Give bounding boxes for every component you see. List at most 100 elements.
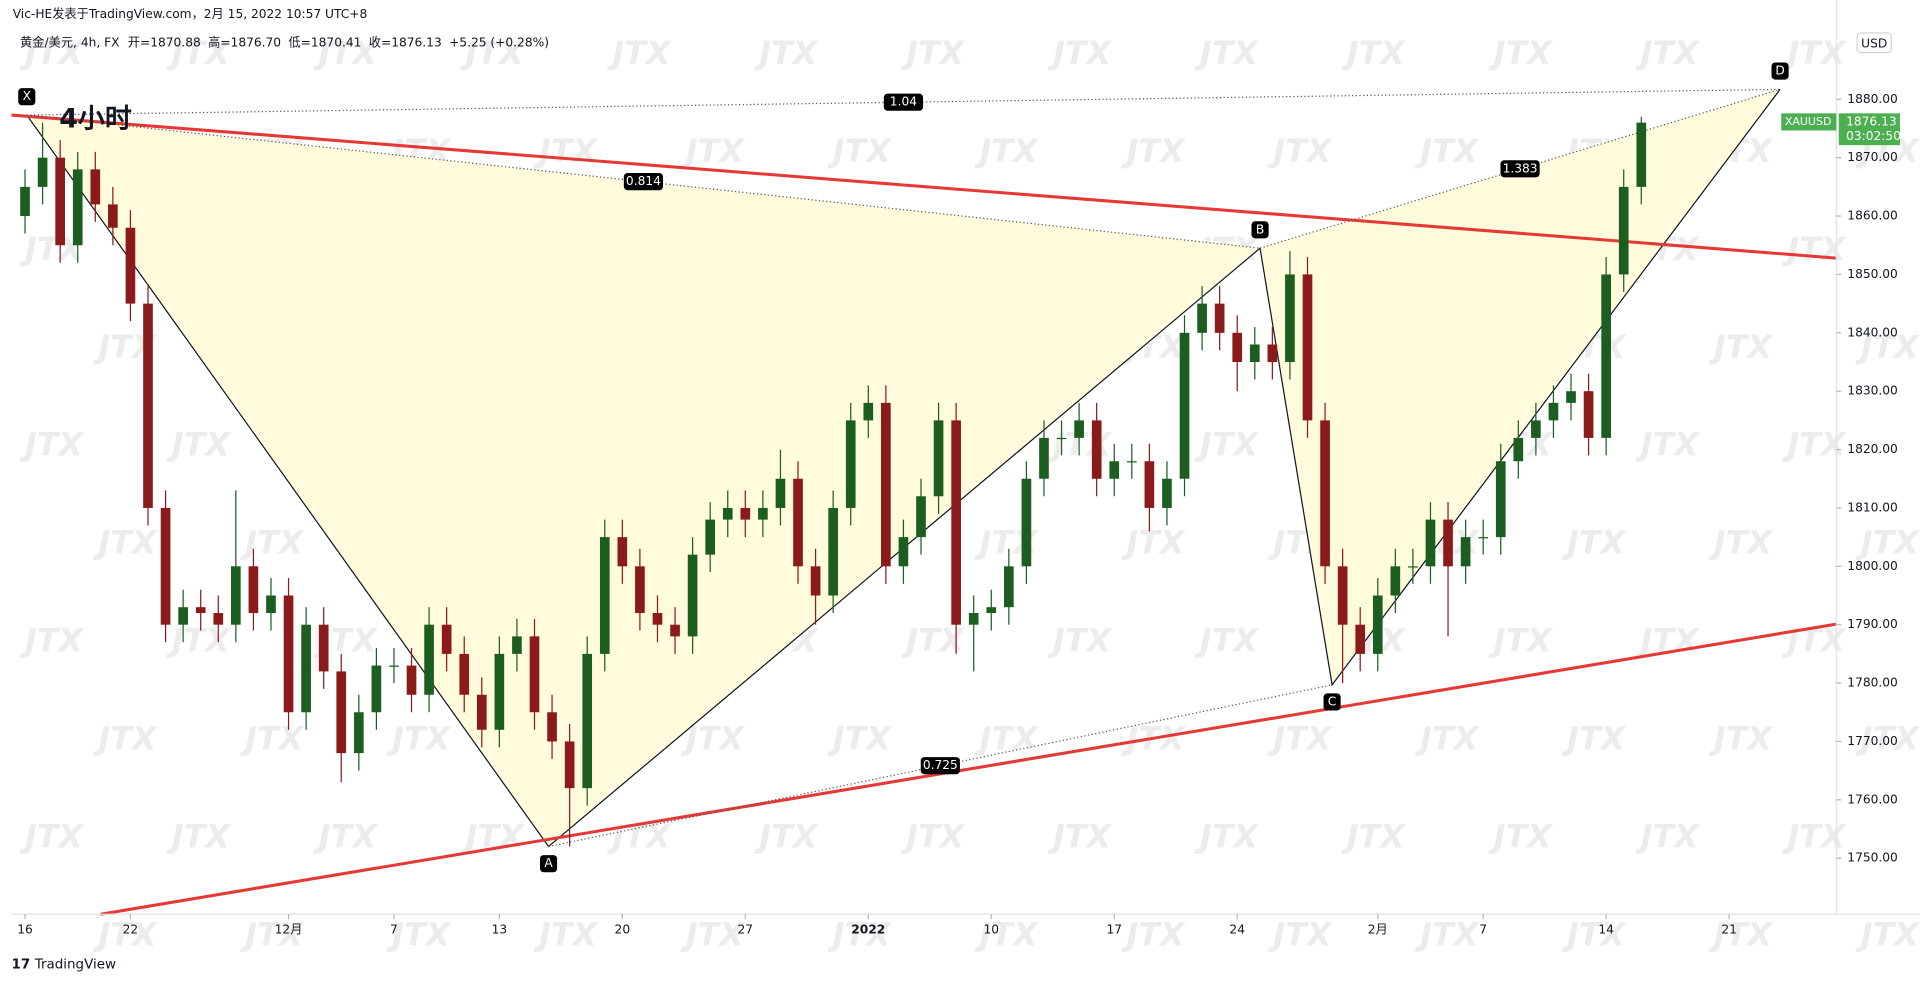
x-tick-label: 13: [492, 923, 508, 937]
watermark: JTX: [1414, 132, 1480, 170]
point-label: X: [23, 89, 31, 103]
ratio-box: [920, 757, 960, 775]
watermark: JTX: [1708, 524, 1774, 562]
last-price: 1876.13: [1846, 114, 1897, 128]
y-tick-label: 1880.00: [1847, 92, 1898, 106]
candle-body: [160, 507, 171, 625]
candle-body: [1478, 537, 1489, 539]
y-tick-label: 1860.00: [1847, 209, 1898, 223]
candle-body: [108, 204, 118, 228]
y-tick-label: 1790.00: [1847, 617, 1898, 631]
watermark: JTX: [1634, 817, 1700, 855]
trendline: [100, 622, 1837, 916]
watermark: JTX: [1047, 34, 1113, 72]
watermark: JTX: [19, 622, 85, 660]
footer-logo: 17: [11, 957, 30, 972]
watermark: JTX: [1634, 426, 1700, 464]
ratio-box: [883, 93, 924, 111]
x-tick-label: 7: [390, 923, 398, 937]
watermark: JTX: [900, 817, 966, 855]
watermark: JTX: [1561, 524, 1627, 562]
candle-body: [1179, 332, 1190, 479]
candle-body: [476, 694, 487, 730]
candle-body: [1126, 461, 1137, 463]
watermark: JTX: [680, 132, 746, 170]
y-tick-label: 1770.00: [1847, 734, 1898, 748]
symbol-label: XAUUSD: [1785, 115, 1832, 128]
ohlc-info: 高=1876.70: [208, 34, 281, 49]
candle-body: [1074, 420, 1084, 438]
countdown: 03:02:50: [1846, 129, 1901, 143]
y-tick-label: 1820.00: [1847, 442, 1898, 456]
point-label: B: [1256, 222, 1264, 236]
y-tick-label: 1840.00: [1847, 325, 1898, 339]
candle-body: [248, 566, 259, 614]
x-tick-label: 14: [1598, 923, 1614, 937]
candle-body: [1531, 420, 1541, 438]
watermark: JTX: [1708, 328, 1774, 366]
watermark: JTX: [239, 524, 305, 562]
watermark: JTX: [92, 915, 158, 953]
candle-body: [722, 507, 733, 520]
candle-body: [178, 607, 188, 625]
point-box: [1251, 221, 1269, 239]
candle-body: [1583, 391, 1594, 438]
candle-body: [143, 303, 153, 508]
candle-body: [55, 157, 65, 246]
candle-body: [1636, 122, 1647, 187]
watermark: JTX: [1047, 622, 1113, 660]
candle-body: [670, 624, 680, 637]
plot: 0.814 1.04 0.725 1.383 X A B C D: [11, 62, 1837, 916]
watermark: JTX: [166, 34, 232, 72]
candle-body: [1267, 344, 1278, 363]
ratio-line: [26, 114, 1261, 249]
candle-body: [424, 624, 434, 695]
footer: TradingView: [34, 957, 116, 972]
candle-body: [494, 653, 505, 730]
watermark: JTX: [1194, 817, 1260, 855]
y-tick-label: 1850.00: [1847, 267, 1898, 281]
watermark: JTX: [166, 426, 232, 464]
watermark: JTX: [827, 719, 893, 757]
y-tick-label: 1780.00: [1847, 676, 1898, 690]
watermark: JTX: [1781, 817, 1847, 855]
candle-body: [933, 420, 944, 497]
ratio-label: 0.725: [923, 758, 958, 772]
watermark: JTX: [1414, 915, 1480, 953]
x-tick-label: 24: [1229, 923, 1245, 937]
candle-body: [1372, 595, 1383, 654]
y-tick-label: 1760.00: [1847, 792, 1898, 806]
candle-body: [705, 519, 716, 555]
candle-body: [459, 653, 470, 695]
watermark: JTX: [827, 915, 893, 953]
currency[interactable]: USD: [1861, 37, 1887, 51]
candle-body: [564, 741, 575, 789]
currency-box[interactable]: [1856, 32, 1892, 54]
candle-body: [1109, 461, 1120, 479]
watermark: JTX: [1488, 622, 1554, 660]
x-tick-label: 21: [1721, 923, 1737, 937]
candle-body: [336, 671, 347, 754]
watermark: JTX: [1561, 719, 1627, 757]
candle-body: [793, 478, 803, 567]
candle-body: [986, 607, 997, 614]
y-tick-label: 1800.00: [1847, 559, 1898, 573]
candle-body: [635, 566, 645, 614]
watermark: JTX: [1194, 622, 1260, 660]
watermark: JTX: [1855, 719, 1920, 757]
point-box: [539, 855, 558, 873]
y-tick-label: 1750.00: [1847, 851, 1898, 865]
x-tick-label: 2月: [1368, 923, 1388, 937]
candle-body: [1337, 566, 1348, 625]
ratio-label: 0.814: [626, 174, 661, 188]
pattern-fill: [1260, 89, 1781, 685]
publisher-line: Vic-HE发表于TradingView.com，2月 15, 2022 10:…: [13, 6, 368, 21]
watermark: JTX: [827, 132, 893, 170]
candle-body: [529, 636, 540, 713]
candle-body: [195, 607, 206, 614]
candle-body: [652, 613, 663, 625]
timeframe-annotation: 4小时: [59, 103, 132, 134]
x-tick-label: 27: [738, 923, 754, 937]
candle-body: [845, 420, 856, 508]
candle-body: [1197, 303, 1207, 333]
